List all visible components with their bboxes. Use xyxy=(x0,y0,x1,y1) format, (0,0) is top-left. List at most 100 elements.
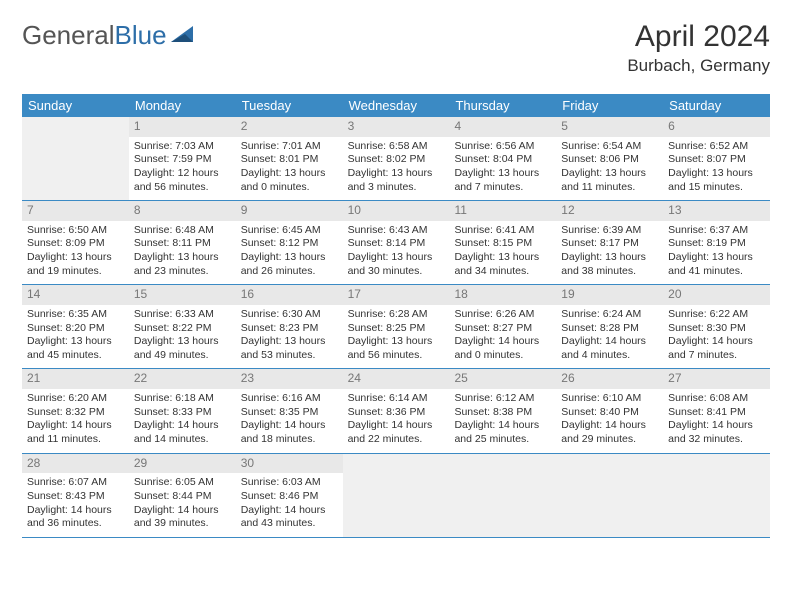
dl2-text: and 22 minutes. xyxy=(348,433,445,447)
dl2-text: and 49 minutes. xyxy=(134,349,231,363)
dl2-text: and 36 minutes. xyxy=(27,517,124,531)
day-number: 6 xyxy=(663,117,770,137)
day-number: 26 xyxy=(556,369,663,389)
sunrise-text: Sunrise: 6:16 AM xyxy=(241,392,338,406)
day-cell xyxy=(22,117,129,200)
sunset-text: Sunset: 8:32 PM xyxy=(27,406,124,420)
dl2-text: and 30 minutes. xyxy=(348,265,445,279)
dl2-text: and 0 minutes. xyxy=(454,349,551,363)
day-cell: 24Sunrise: 6:14 AMSunset: 8:36 PMDayligh… xyxy=(343,369,450,452)
day-cell: 6 Sunrise: 6:52 AMSunset: 8:07 PMDaylight… xyxy=(663,117,770,200)
dl1-text: Daylight: 13 hours xyxy=(348,251,445,265)
title-block: April 2024 Burbach, Germany xyxy=(627,20,770,76)
logo-triangle-icon xyxy=(171,20,197,51)
dl1-text: Daylight: 13 hours xyxy=(348,335,445,349)
sunrise-text: Sunrise: 6:10 AM xyxy=(561,392,658,406)
weekday-cell: Thursday xyxy=(449,94,556,117)
dl1-text: Daylight: 13 hours xyxy=(561,251,658,265)
dl1-text: Daylight: 14 hours xyxy=(454,335,551,349)
sunrise-text: Sunrise: 6:50 AM xyxy=(27,224,124,238)
day-number: 5 xyxy=(556,117,663,137)
dl2-text: and 39 minutes. xyxy=(134,517,231,531)
dl2-text: and 19 minutes. xyxy=(27,265,124,279)
dl2-text: and 14 minutes. xyxy=(134,433,231,447)
sunset-text: Sunset: 8:41 PM xyxy=(668,406,765,420)
sunrise-text: Sunrise: 6:08 AM xyxy=(668,392,765,406)
dl1-text: Daylight: 14 hours xyxy=(134,504,231,518)
day-number: 7 xyxy=(22,201,129,221)
dl1-text: Daylight: 14 hours xyxy=(348,419,445,433)
weekday-cell: Friday xyxy=(556,94,663,117)
sunset-text: Sunset: 8:36 PM xyxy=(348,406,445,420)
sunrise-text: Sunrise: 6:54 AM xyxy=(561,140,658,154)
sunset-text: Sunset: 8:01 PM xyxy=(241,153,338,167)
sunrise-text: Sunrise: 6:41 AM xyxy=(454,224,551,238)
dl1-text: Daylight: 13 hours xyxy=(241,251,338,265)
day-cell: 14Sunrise: 6:35 AMSunset: 8:20 PMDayligh… xyxy=(22,285,129,368)
dl2-text: and 56 minutes. xyxy=(134,181,231,195)
dl2-text: and 32 minutes. xyxy=(668,433,765,447)
day-number: 19 xyxy=(556,285,663,305)
dl1-text: Daylight: 13 hours xyxy=(668,167,765,181)
sunset-text: Sunset: 8:43 PM xyxy=(27,490,124,504)
day-cell: 4Sunrise: 6:56 AMSunset: 8:04 PMDaylight… xyxy=(449,117,556,200)
day-cell: 15Sunrise: 6:33 AMSunset: 8:22 PMDayligh… xyxy=(129,285,236,368)
dl2-text: and 4 minutes. xyxy=(561,349,658,363)
sunset-text: Sunset: 8:11 PM xyxy=(134,237,231,251)
dl1-text: Daylight: 13 hours xyxy=(668,251,765,265)
dl1-text: Daylight: 13 hours xyxy=(241,335,338,349)
day-cell: 23Sunrise: 6:16 AMSunset: 8:35 PMDayligh… xyxy=(236,369,343,452)
week-row: 7Sunrise: 6:50 AMSunset: 8:09 PMDaylight… xyxy=(22,201,770,285)
header: GeneralBlue April 2024 Burbach, Germany xyxy=(22,20,770,76)
day-number: 18 xyxy=(449,285,556,305)
day-cell: 27Sunrise: 6:08 AMSunset: 8:41 PMDayligh… xyxy=(663,369,770,452)
dl2-text: and 15 minutes. xyxy=(668,181,765,195)
day-cell: 21Sunrise: 6:20 AMSunset: 8:32 PMDayligh… xyxy=(22,369,129,452)
day-cell: 3Sunrise: 6:58 AMSunset: 8:02 PMDaylight… xyxy=(343,117,450,200)
location: Burbach, Germany xyxy=(627,56,770,76)
weekday-cell: Wednesday xyxy=(343,94,450,117)
day-number: 22 xyxy=(129,369,236,389)
dl1-text: Daylight: 14 hours xyxy=(27,419,124,433)
weekday-row: SundayMondayTuesdayWednesdayThursdayFrid… xyxy=(22,94,770,117)
sunrise-text: Sunrise: 6:37 AM xyxy=(668,224,765,238)
dl1-text: Daylight: 13 hours xyxy=(134,251,231,265)
sunrise-text: Sunrise: 6:33 AM xyxy=(134,308,231,322)
sunrise-text: Sunrise: 6:03 AM xyxy=(241,476,338,490)
sunset-text: Sunset: 8:23 PM xyxy=(241,322,338,336)
dl2-text: and 3 minutes. xyxy=(348,181,445,195)
day-number: 8 xyxy=(129,201,236,221)
sunset-text: Sunset: 8:20 PM xyxy=(27,322,124,336)
dl2-text: and 45 minutes. xyxy=(27,349,124,363)
dl2-text: and 0 minutes. xyxy=(241,181,338,195)
sunrise-text: Sunrise: 6:39 AM xyxy=(561,224,658,238)
sunrise-text: Sunrise: 6:18 AM xyxy=(134,392,231,406)
sunrise-text: Sunrise: 6:48 AM xyxy=(134,224,231,238)
sunrise-text: Sunrise: 6:22 AM xyxy=(668,308,765,322)
week-row: 14Sunrise: 6:35 AMSunset: 8:20 PMDayligh… xyxy=(22,285,770,369)
sunset-text: Sunset: 8:07 PM xyxy=(668,153,765,167)
sunset-text: Sunset: 8:25 PM xyxy=(348,322,445,336)
logo-text-gray: General xyxy=(22,20,115,51)
day-number: 16 xyxy=(236,285,343,305)
sunrise-text: Sunrise: 6:45 AM xyxy=(241,224,338,238)
sunrise-text: Sunrise: 6:12 AM xyxy=(454,392,551,406)
week-row: 28Sunrise: 6:07 AMSunset: 8:43 PMDayligh… xyxy=(22,454,770,538)
dl2-text: and 7 minutes. xyxy=(454,181,551,195)
dl2-text: and 53 minutes. xyxy=(241,349,338,363)
day-number: 20 xyxy=(663,285,770,305)
sunset-text: Sunset: 8:06 PM xyxy=(561,153,658,167)
logo: GeneralBlue xyxy=(22,20,197,51)
dl1-text: Daylight: 14 hours xyxy=(561,419,658,433)
sunrise-text: Sunrise: 6:14 AM xyxy=(348,392,445,406)
dl2-text: and 23 minutes. xyxy=(134,265,231,279)
day-number: 4 xyxy=(449,117,556,137)
day-cell: 28Sunrise: 6:07 AMSunset: 8:43 PMDayligh… xyxy=(22,454,129,537)
day-cell: 9Sunrise: 6:45 AMSunset: 8:12 PMDaylight… xyxy=(236,201,343,284)
dl1-text: Daylight: 14 hours xyxy=(668,335,765,349)
day-number: 27 xyxy=(663,369,770,389)
sunrise-text: Sunrise: 6:52 AM xyxy=(668,140,765,154)
sunset-text: Sunset: 8:33 PM xyxy=(134,406,231,420)
day-cell xyxy=(343,454,450,537)
dl2-text: and 18 minutes. xyxy=(241,433,338,447)
